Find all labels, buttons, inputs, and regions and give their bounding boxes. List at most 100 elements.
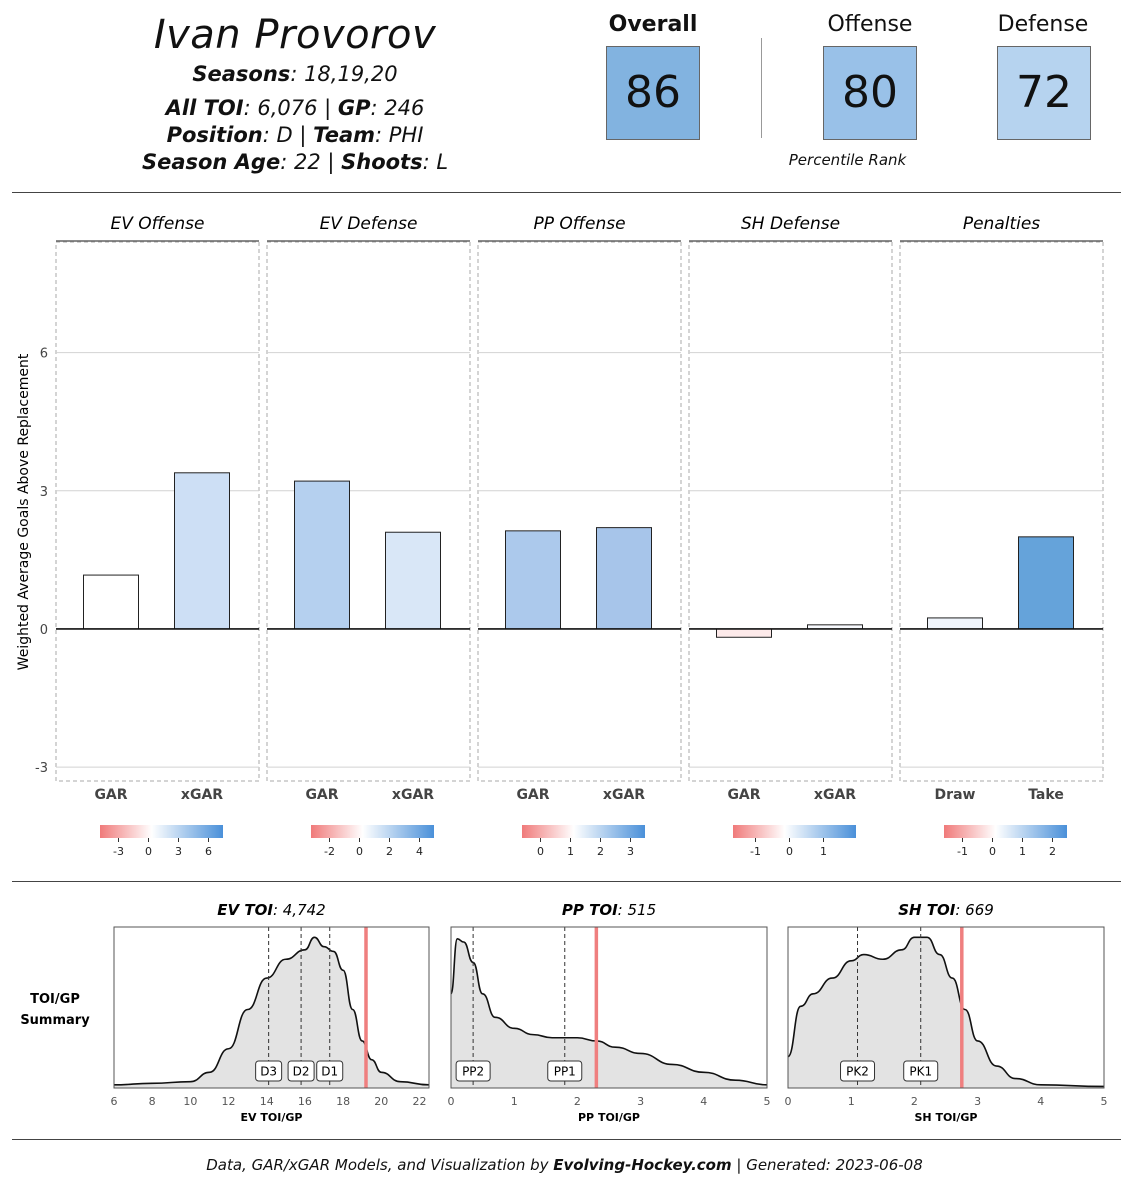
toi-x-tick-label: 6	[111, 1095, 118, 1108]
role-marker-label: D3	[260, 1065, 277, 1079]
panel-ev-defense: EV Defense GAR xGAR -2 0 2 4	[266, 214, 471, 858]
position-value: : D |	[262, 123, 314, 147]
toi-title-label: PP TOI	[562, 901, 618, 919]
role-marker-label: D2	[293, 1065, 310, 1079]
defense-label: Defense	[997, 12, 1089, 37]
seasons-value: : 18,19,20	[290, 62, 398, 86]
role-marker-box	[547, 1060, 583, 1082]
panel-border	[688, 241, 893, 782]
toi-x-tick-label: 1	[511, 1095, 518, 1108]
x-tick-label: GAR	[94, 787, 127, 803]
toi-panel-title: EV TOI: 4,742	[217, 901, 325, 919]
panel-sh-defense: SH Defense GAR xGAR -1 0 1	[688, 214, 893, 858]
color-legend	[100, 825, 223, 838]
density-line	[450, 938, 768, 1086]
legend-tick-label: 0	[786, 845, 793, 858]
age-value: : 22 |	[280, 150, 342, 174]
role-marker-label: D1	[321, 1065, 338, 1079]
seasons-label: Seasons	[192, 62, 291, 86]
legend-tick-label: 2	[1049, 845, 1056, 858]
gar-bar-chart: Weighted Average Goals Above Replacement…	[16, 214, 1104, 858]
y-tick-label: 3	[40, 485, 48, 500]
overall-label: Overall	[608, 12, 698, 37]
legend-tick-label: -3	[113, 845, 124, 858]
bar-gar	[83, 574, 139, 630]
shoots-value: : L	[422, 150, 449, 174]
x-tick-label: xGAR	[814, 787, 856, 803]
footer-credit: Data, GAR/xGAR Models, and Visualization…	[0, 1156, 1129, 1174]
toi-x-tick-label: 3	[637, 1095, 644, 1108]
toi-gp-line: All TOI: 6,076 | GP: 246	[60, 96, 530, 120]
age-label: Season Age	[141, 150, 281, 174]
percentile-rank-label: Percentile Rank	[788, 151, 907, 169]
toi-x-tick-label: 8	[149, 1095, 156, 1108]
bar-xgar	[385, 531, 441, 630]
toi-panel-3: SH TOI: 669 PK2 PK1 0 1 2 3 4 5 SH TOI/GP	[785, 901, 1108, 1124]
legend-tick-label: 3	[175, 845, 182, 858]
toi-panel-border	[113, 926, 430, 1089]
legend-tick-label: -1	[957, 845, 968, 858]
legend-tick-label: 6	[205, 845, 212, 858]
x-tick-label: Take	[1028, 787, 1064, 803]
legend-tick-label: 2	[597, 845, 604, 858]
position-team-line: Position: D | Team: PHI	[60, 123, 530, 147]
x-tick-label: xGAR	[392, 787, 434, 803]
panel-border	[266, 241, 471, 782]
role-marker-box	[255, 1060, 283, 1082]
role-marker-label: PP2	[462, 1065, 484, 1079]
role-marker-box	[287, 1060, 315, 1082]
toi-x-tick-label: 16	[298, 1095, 312, 1108]
header-divider	[12, 192, 1121, 193]
toi-x-tick-label: 2	[911, 1095, 918, 1108]
toi-panel-1: EV TOI: 4,742 D3 D2 D1 6 8 10 12 14 16 18 20 22 EV TO…	[111, 901, 430, 1124]
toi-x-tick-label: 20	[374, 1095, 388, 1108]
color-legend	[944, 825, 1067, 838]
x-tick-label: xGAR	[181, 787, 223, 803]
seasons-line: Seasons: 18,19,20	[60, 62, 530, 86]
panel-title: EV Defense	[320, 214, 418, 234]
panel-title: SH Defense	[741, 214, 840, 234]
footer-divider	[12, 1139, 1121, 1140]
offense-label: Offense	[827, 12, 913, 37]
toi-x-tick-label: 14	[260, 1095, 274, 1108]
role-marker-label: PK1	[909, 1065, 932, 1079]
overall-score-box: 86	[606, 46, 700, 140]
panel-title: Penalties	[963, 214, 1040, 234]
legend-tick-label: 0	[537, 845, 544, 858]
toi-x-tick-label: 5	[764, 1095, 771, 1108]
legend-tick-label: 0	[356, 845, 363, 858]
toi-title-label: SH TOI	[898, 901, 956, 919]
legend-tick-label: -2	[324, 845, 335, 858]
toi-x-axis-label: EV TOI/GP	[241, 1111, 303, 1124]
age-shoots-line: Season Age: 22 | Shoots: L	[60, 150, 530, 174]
toi-x-tick-label: 1	[848, 1095, 855, 1108]
role-marker-box	[455, 1060, 491, 1082]
color-legend	[522, 825, 645, 838]
toi-x-tick-label: 4	[1037, 1095, 1044, 1108]
density-line	[113, 936, 430, 1086]
defense-score-box: 72	[997, 46, 1091, 140]
toi-panel-border	[450, 926, 768, 1089]
shoots-label: Shoots	[341, 150, 423, 174]
panel-title: PP Offense	[533, 214, 625, 234]
toi-x-tick-label: 18	[336, 1095, 350, 1108]
x-tick-label: GAR	[727, 787, 760, 803]
y-axis-label: Weighted Average Goals Above Replacement	[16, 353, 32, 670]
bar-gar	[294, 480, 350, 630]
team-value: : PHI	[375, 123, 424, 147]
gp-label: GP	[337, 96, 371, 120]
toi-x-tick-label: 10	[183, 1095, 197, 1108]
bar-xgar	[174, 472, 230, 630]
bar-draw	[927, 617, 983, 630]
toi-title-value: : 669	[955, 901, 993, 919]
color-legend	[733, 825, 856, 838]
toi-summary-label-1: TOI/GP	[30, 992, 80, 1007]
panel-border	[899, 241, 1104, 782]
bar-gar	[716, 628, 772, 638]
legend-tick-label: 1	[820, 845, 827, 858]
offense-score-box: 80	[823, 46, 917, 140]
y-tick-label: 6	[40, 347, 48, 362]
middle-divider	[12, 881, 1121, 882]
density-area	[451, 938, 767, 1088]
